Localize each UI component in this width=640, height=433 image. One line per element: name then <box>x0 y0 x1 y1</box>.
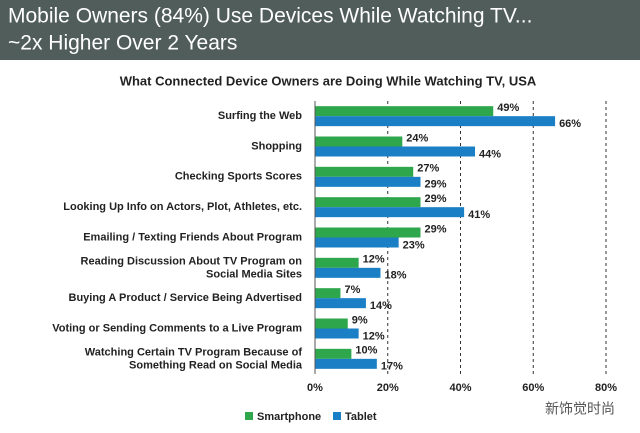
value-label: 18% <box>384 270 406 282</box>
watermark: 新饰觉时尚 <box>545 401 615 417</box>
category-label: Buying A Product / Service Being Adverti… <box>69 292 303 304</box>
value-label: 29% <box>424 223 446 235</box>
category-label: Looking Up Info on Actors, Plot, Athlete… <box>63 201 302 213</box>
category-label: Voting or Sending Comments to a Live Pro… <box>52 322 302 334</box>
value-label: 9% <box>352 314 368 326</box>
bar <box>315 318 348 329</box>
value-label: 12% <box>363 254 385 266</box>
legend-swatch <box>333 412 341 420</box>
bar <box>315 328 359 339</box>
bar <box>315 358 377 369</box>
value-label: 27% <box>417 163 439 175</box>
x-tick-label: 0% <box>307 382 323 394</box>
bar <box>315 106 494 117</box>
legend-label: Smartphone <box>257 411 321 423</box>
category-label: Shopping <box>251 140 302 152</box>
bar <box>315 227 421 238</box>
value-label: 24% <box>406 132 428 144</box>
bar <box>315 136 403 147</box>
bar <box>315 288 341 299</box>
bar <box>315 146 476 157</box>
value-label: 66% <box>559 118 581 130</box>
category-label: Surfing the Web <box>218 110 302 122</box>
x-tick-label: 20% <box>377 382 399 394</box>
value-label: 7% <box>344 284 360 296</box>
chart-title: What Connected Device Owners are Doing W… <box>120 73 537 88</box>
value-label: 41% <box>468 209 490 221</box>
value-label: 23% <box>403 239 425 251</box>
category-label: Checking Sports Scores <box>175 171 302 183</box>
value-label: 29% <box>424 179 446 191</box>
bar <box>315 176 421 187</box>
x-tick-label: 60% <box>522 382 544 394</box>
header-band <box>0 0 640 60</box>
category-label: Emailing / Texting Friends About Program <box>83 231 302 243</box>
bar <box>315 207 465 218</box>
value-label: 49% <box>497 102 519 114</box>
value-label: 17% <box>381 361 403 373</box>
bar <box>315 257 359 268</box>
bar <box>315 237 399 248</box>
legend-swatch <box>245 412 253 420</box>
value-label: 10% <box>355 345 377 357</box>
value-label: 29% <box>424 193 446 205</box>
bar <box>315 298 366 309</box>
value-label: 12% <box>363 330 385 342</box>
legend-label: Tablet <box>345 411 377 423</box>
category-label: Reading Discussion About TV Program on So… <box>81 255 303 280</box>
header-line: Mobile Owners (84%) Use Devices While Wa… <box>8 5 532 28</box>
category-label: Watching Certain TV Program Because of So… <box>85 346 303 371</box>
bar <box>315 267 381 278</box>
bar <box>315 348 352 359</box>
x-tick-label: 40% <box>449 382 471 394</box>
value-label: 14% <box>370 300 392 312</box>
x-tick-label: 80% <box>595 382 617 394</box>
bar <box>315 197 421 208</box>
bar <box>315 166 414 177</box>
value-label: 44% <box>479 148 501 160</box>
header-line: ~2x Higher Over 2 Years <box>8 32 237 55</box>
bar <box>315 116 556 127</box>
